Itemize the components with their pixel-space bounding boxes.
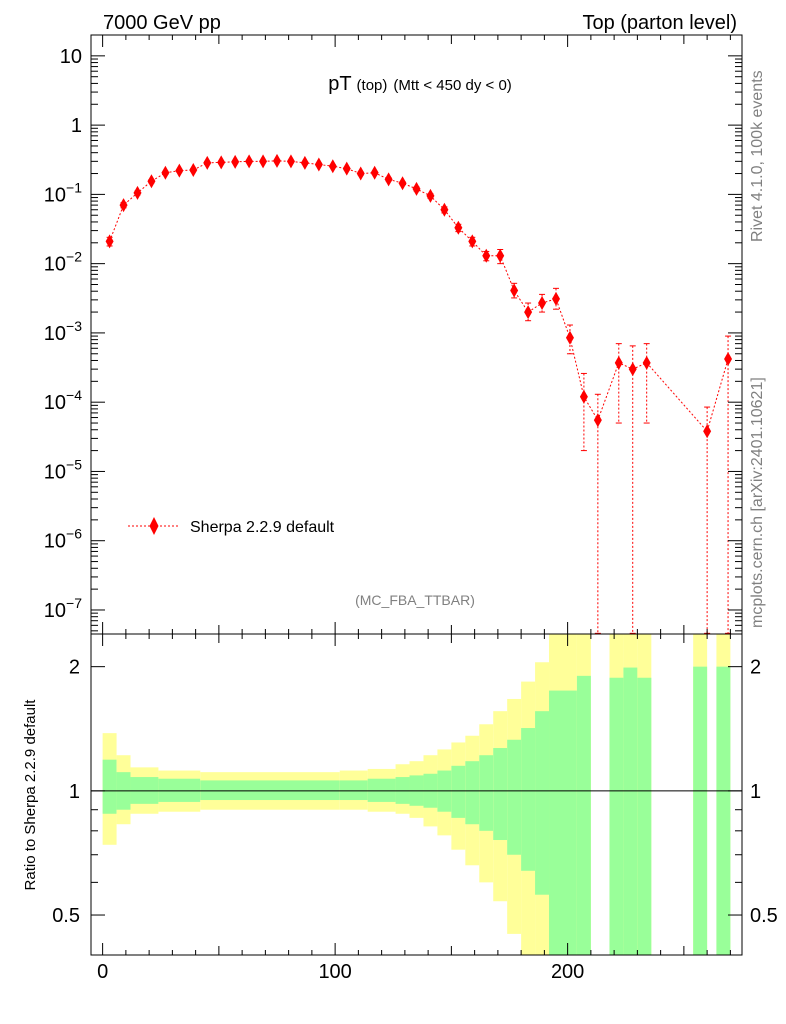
main-plot-title: pT (top) (Mtt < 450 dy < 0) <box>328 73 512 95</box>
ratio-ytick-label-left-1: 1 <box>69 781 80 803</box>
data-point-4 <box>161 165 170 180</box>
data-point-3 <box>147 174 156 189</box>
data-point-25 <box>454 220 463 235</box>
main-ytick-label-6: 10−1 <box>44 179 82 206</box>
ratio-band-inner-16 <box>521 728 536 871</box>
main-ytick-label-1: 10−6 <box>44 526 82 553</box>
main-frame <box>90 34 743 635</box>
ratio-band-inner-12 <box>465 761 480 825</box>
ratio-ytick-label-left-2: 2 <box>69 657 80 679</box>
data-point-16 <box>328 159 337 174</box>
data-point-26 <box>468 234 477 249</box>
data-point-31 <box>538 296 547 311</box>
ratio-ytick-label-left-0.5: 0.5 <box>52 905 80 927</box>
ratio-ylabel: Ratio to Sherpa 2.2.9 default <box>22 699 39 891</box>
legend-marker <box>149 517 159 535</box>
data-point-0 <box>105 234 114 249</box>
main-ytick-label-2: 10−5 <box>44 456 82 483</box>
ratio-band-inner-14 <box>493 748 508 841</box>
data-point-40 <box>724 352 733 367</box>
side-label-mcplots: mcplots.cern.ch [arXiv:2401.10621] <box>749 377 766 628</box>
data-point-1 <box>119 198 128 213</box>
data-point-17 <box>342 161 351 176</box>
ratio-band-inner-20 <box>609 677 624 955</box>
data-point-14 <box>300 155 309 170</box>
data-point-5 <box>175 163 184 178</box>
data-point-15 <box>314 157 323 172</box>
data-point-2 <box>133 185 142 200</box>
ratio-band-inner-5 <box>339 780 368 801</box>
ratio-band-inner-17 <box>535 711 550 895</box>
main-ytick-label-4: 10−3 <box>44 318 82 345</box>
x-tick-label-100: 100 <box>318 961 351 983</box>
ratio-band-inner-21 <box>623 667 638 955</box>
data-point-21 <box>398 176 407 191</box>
data-point-23 <box>426 188 435 203</box>
legend-label: Sherpa 2.2.9 default <box>190 519 335 536</box>
data-point-6 <box>189 162 198 177</box>
data-point-32 <box>552 291 560 306</box>
data-point-10 <box>245 154 254 169</box>
ratio-band-inner-13 <box>479 755 494 831</box>
x-tick-label-0: 0 <box>97 961 108 983</box>
axes: 0 100 200 10−7 10−6 10−5 10−4 10−3 10−2 10−1 1 10 0.… <box>44 34 778 983</box>
main-series <box>105 153 733 634</box>
data-point-36 <box>614 355 623 370</box>
data-point-35 <box>593 413 602 428</box>
ratio-band-inner-18 <box>549 690 577 955</box>
data-point-19 <box>370 165 379 180</box>
data-point-34 <box>579 389 588 404</box>
data-point-11 <box>259 154 268 169</box>
data-point-18 <box>356 166 365 181</box>
data-point-38 <box>642 355 651 370</box>
data-point-24 <box>440 202 449 217</box>
main-ytick-label-8: 10 <box>60 46 82 68</box>
data-point-33 <box>565 330 574 345</box>
ratio-band-inner-0 <box>102 759 117 814</box>
x-tick-label-200: 200 <box>551 961 584 983</box>
ratio-ytick-label-right-0.5: 0.5 <box>750 905 778 927</box>
data-point-27 <box>482 248 491 263</box>
ratio-band-inner-19 <box>576 675 591 955</box>
data-point-13 <box>286 154 295 169</box>
main-ytick-label-0: 10−7 <box>44 595 82 622</box>
data-point-39 <box>703 424 712 439</box>
data-point-29 <box>510 283 519 298</box>
data-point-9 <box>231 154 240 169</box>
data-point-22 <box>412 181 421 196</box>
analysis-tag: (MC_FBA_TTBAR) <box>355 592 475 608</box>
data-point-28 <box>496 248 505 263</box>
legend: Sherpa 2.2.9 default <box>128 517 335 536</box>
header-right: Top (parton level) <box>582 12 737 34</box>
ratio-ytick-label-right-2: 2 <box>750 657 761 679</box>
data-point-8 <box>217 155 226 170</box>
data-point-7 <box>203 155 212 170</box>
data-point-20 <box>384 172 393 187</box>
ratio-band-inner-11 <box>451 765 466 818</box>
series-line <box>109 160 729 433</box>
main-ytick-label-3: 10−4 <box>44 387 82 414</box>
data-point-37 <box>628 362 637 377</box>
data-point-12 <box>273 153 281 168</box>
ratio-band-inner-3 <box>158 778 201 802</box>
main-ytick-label-5: 10−2 <box>44 249 82 276</box>
ratio-band-inner-22 <box>637 677 652 955</box>
ratio-band-inner-15 <box>507 739 522 855</box>
ratio-bands <box>102 634 731 955</box>
header-left: 7000 GeV pp <box>103 12 221 34</box>
ratio-band-inner-6 <box>367 778 396 802</box>
main-ytick-label-7: 1 <box>71 115 82 137</box>
ratio-band-inner-23 <box>693 666 708 955</box>
data-point-30 <box>524 305 533 320</box>
ratio-band-inner-24 <box>716 666 731 955</box>
ratio-frame <box>90 633 743 956</box>
ratio-ytick-label-right-1: 1 <box>750 781 761 803</box>
side-label-rivet: Rivet 4.1.0, 100k events <box>749 70 766 242</box>
ratio-band-inner-4 <box>200 780 340 801</box>
